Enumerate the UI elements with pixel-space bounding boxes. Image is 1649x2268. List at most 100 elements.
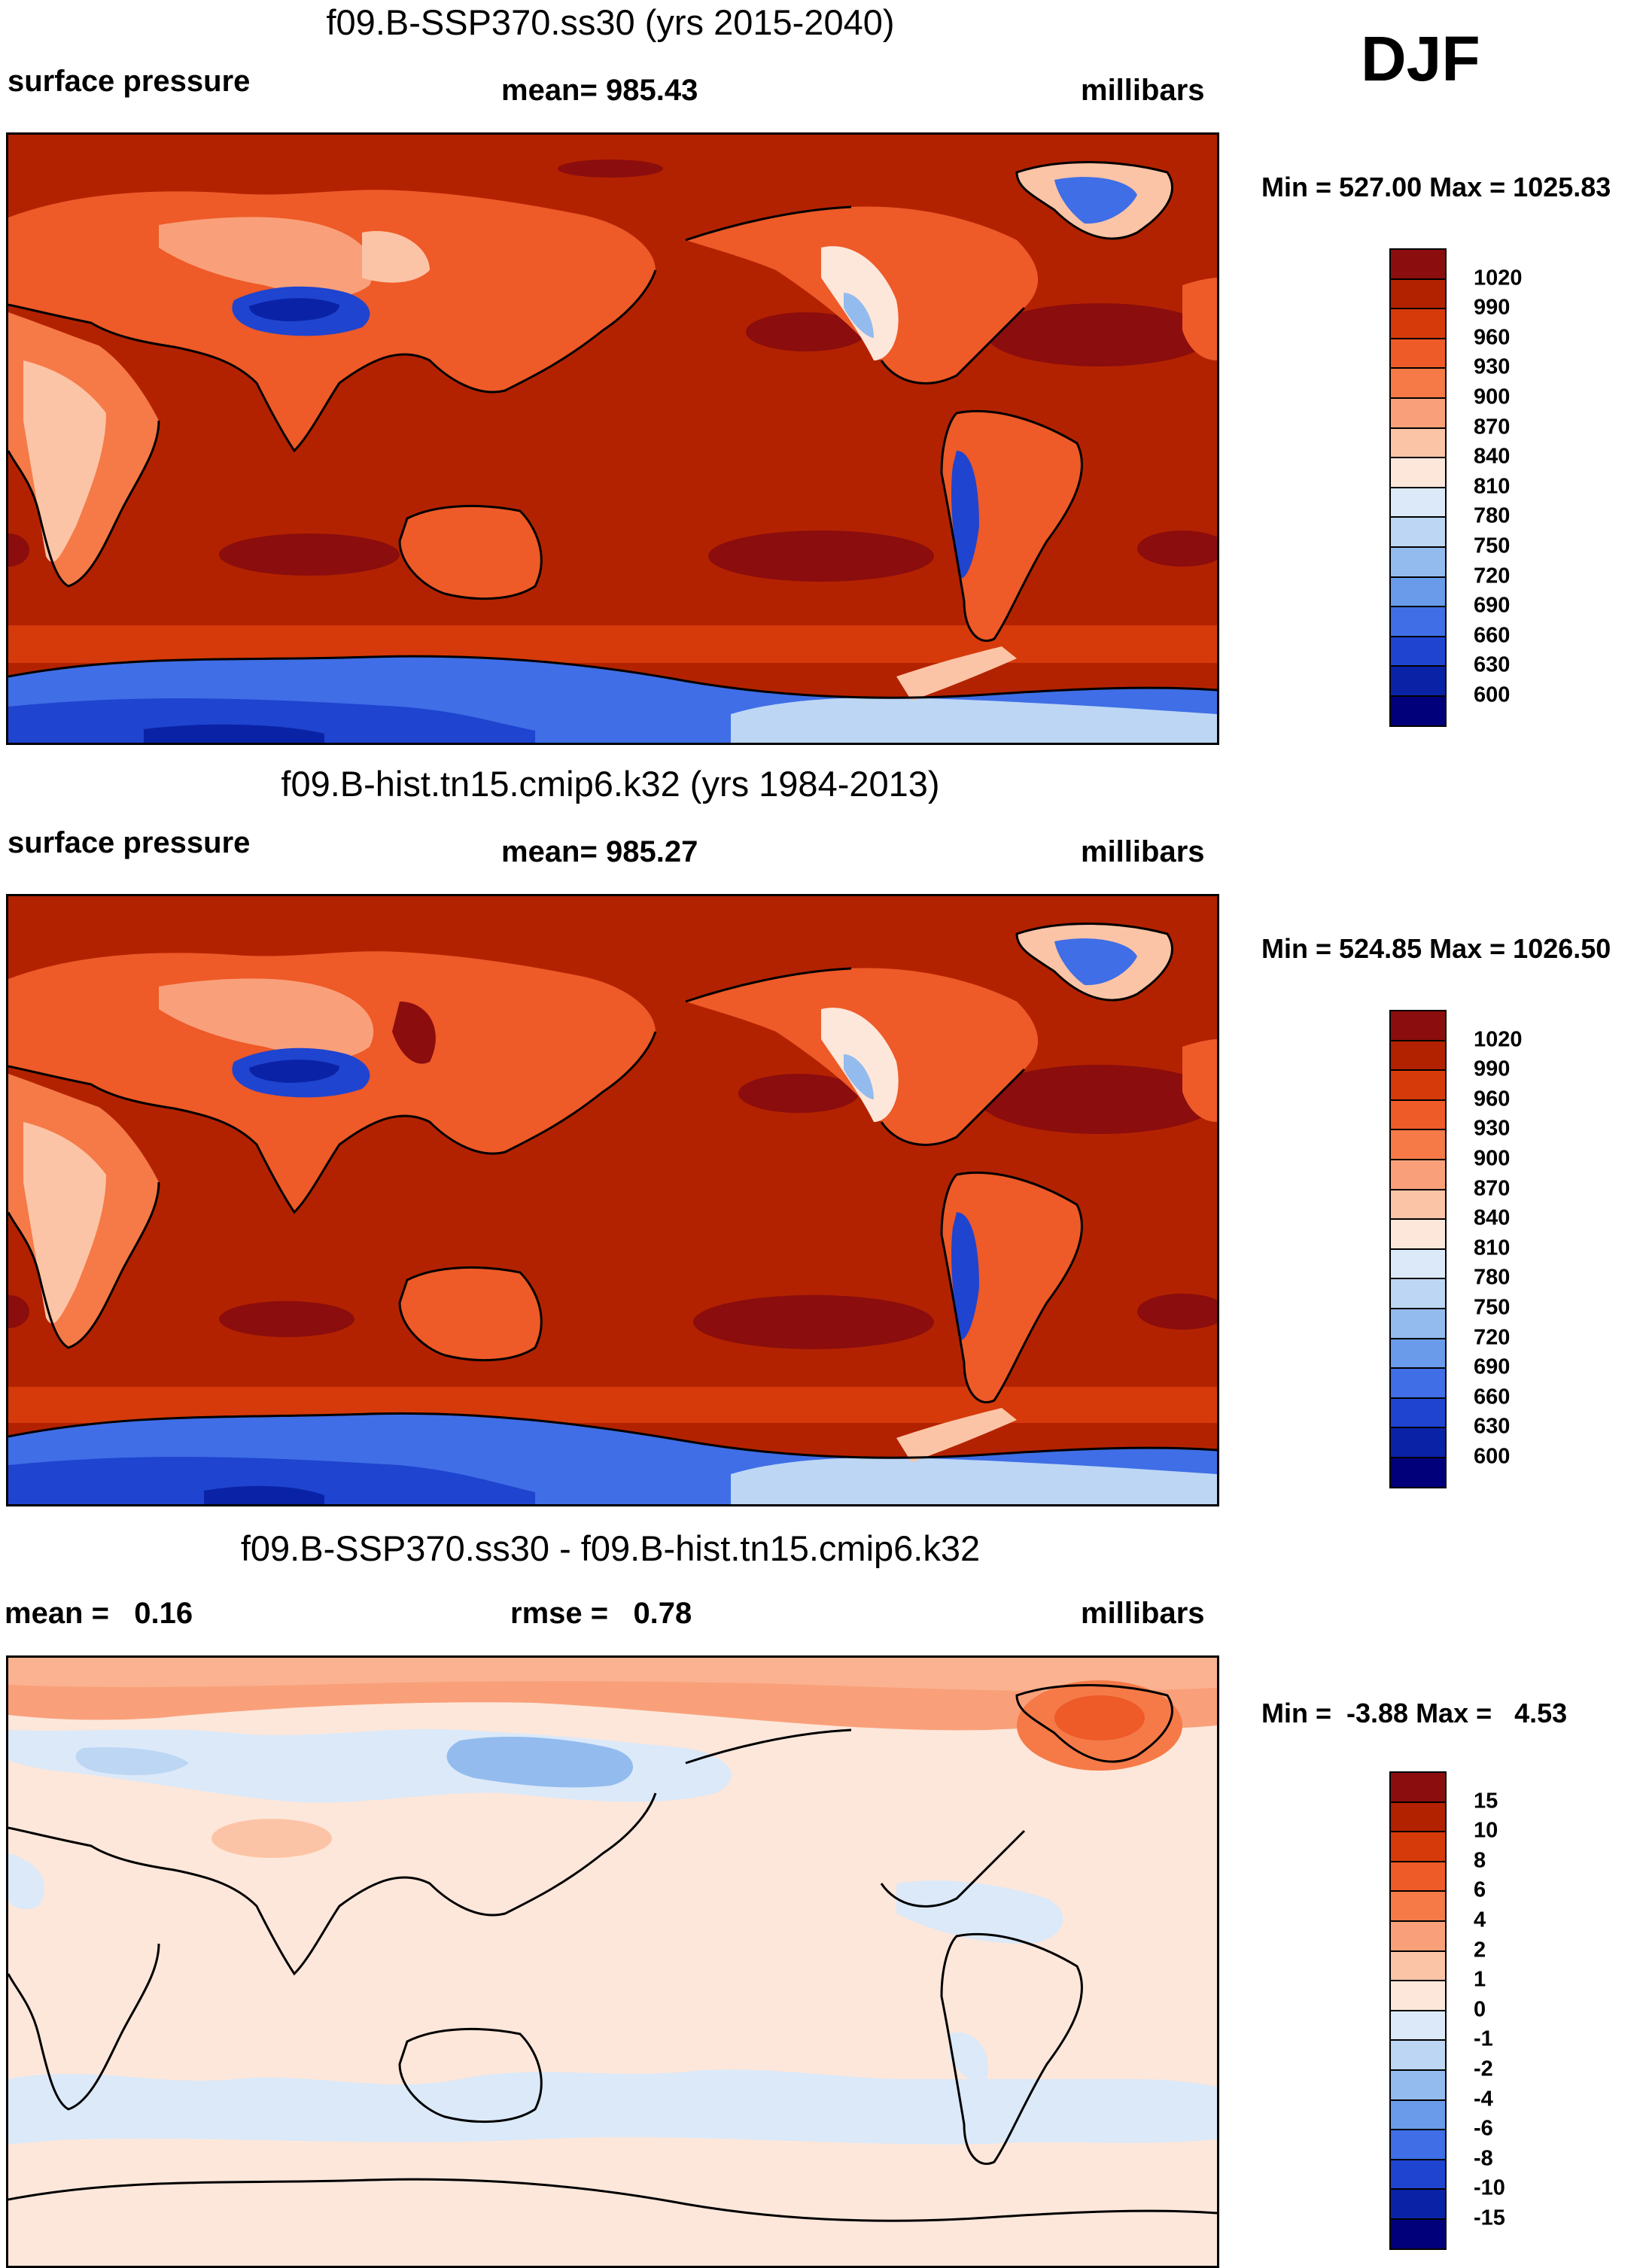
colorbar-label: 660 — [1474, 1385, 1511, 1409]
panel1-mean-label: mean= 985.43 — [501, 74, 698, 107]
colorbar-label: 840 — [1474, 1205, 1511, 1230]
colorbar-swatch — [1389, 1188, 1447, 1221]
colorbar-label: 780 — [1474, 503, 1511, 528]
panel3-rmse-label: rmse = 0.78 — [510, 1597, 692, 1630]
colorbar-swatch — [1389, 2069, 1447, 2101]
colorbar-label: 810 — [1474, 474, 1511, 499]
colorbar-label: 8 — [1474, 1848, 1486, 1873]
colorbar-swatch — [1389, 2188, 1447, 2220]
colorbar-swatch — [1389, 486, 1447, 518]
panel2-units-label: millibars — [1081, 835, 1205, 868]
colorbar-swatch — [1389, 1278, 1447, 1309]
colorbar-label: 720 — [1474, 564, 1511, 588]
panel1-australia — [400, 506, 542, 599]
colorbar-swatch — [1389, 516, 1447, 548]
panel3-title: f09.B-SSP370.ss30 - f09.B-hist.tn15.cmip… — [240, 1528, 981, 1568]
colorbar-swatch — [1389, 1831, 1447, 1862]
colorbar-swatch — [1389, 1218, 1447, 1250]
colorbar-swatch — [1389, 1308, 1447, 1339]
colorbar-swatch — [1389, 2218, 1447, 2250]
colorbar-swatch — [1389, 1129, 1447, 1160]
colorbar-label: -6 — [1474, 2116, 1493, 2141]
panel3-map — [6, 1655, 1219, 2268]
colorbar-label: 630 — [1474, 1414, 1511, 1439]
colorbar-label: 900 — [1474, 385, 1511, 409]
colorbar-label: 1020 — [1474, 266, 1523, 290]
colorbar-swatch — [1389, 2129, 1447, 2160]
colorbar-swatch — [1389, 2039, 1447, 2071]
colorbar-label: 870 — [1474, 1176, 1511, 1201]
colorbar-label: 6 — [1474, 1877, 1486, 1902]
colorbar-swatch — [1389, 2158, 1447, 2190]
colorbar-label: 1020 — [1474, 1027, 1523, 1052]
colorbar-swatch — [1389, 2009, 1447, 2042]
colorbar-label: 900 — [1474, 1146, 1511, 1171]
colorbar-swatch — [1389, 367, 1447, 399]
panel1-high-north-atlantic — [987, 303, 1212, 366]
colorbar-label: -10 — [1474, 2175, 1505, 2200]
colorbar-label: 690 — [1474, 1354, 1511, 1379]
panel3-minmax-label: Min = -3.88 Max = 4.53 — [1261, 1698, 1568, 1728]
panel1-variable-label: surface pressure — [8, 65, 251, 98]
colorbar-label: 870 — [1474, 415, 1511, 439]
colorbar-swatch — [1389, 1457, 1447, 1488]
panel2-map — [6, 894, 1219, 1506]
colorbar-label: 750 — [1474, 1295, 1511, 1320]
panel2-title: f09.B-hist.tn15.cmip6.k32 (yrs 1984-2013… — [281, 764, 940, 804]
colorbar-label: -1 — [1474, 2026, 1493, 2051]
colorbar-swatch — [1389, 1337, 1447, 1370]
colorbar-label: 600 — [1474, 683, 1511, 707]
panel1-high-south-pacific-east — [708, 531, 934, 582]
panel1-high-indian — [1137, 531, 1217, 567]
colorbar-swatch — [1389, 337, 1447, 369]
colorbar-label: 10 — [1474, 1818, 1498, 1843]
panel2-minmax-label: Min = 524.85 Max = 1026.50 — [1261, 933, 1611, 964]
colorbar-swatch — [1389, 1427, 1447, 1458]
panel2-mean-label: mean= 985.27 — [501, 835, 698, 868]
colorbar-label: 660 — [1474, 623, 1511, 648]
colorbar-label: 810 — [1474, 1236, 1511, 1260]
colorbar-swatch — [1389, 1801, 1447, 1833]
panel1-southern-band — [8, 625, 1217, 663]
colorbar-swatch — [1389, 1771, 1447, 1803]
colorbar-swatch — [1389, 1367, 1447, 1399]
colorbar-label: 720 — [1474, 1325, 1511, 1350]
colorbar-swatch — [1389, 1860, 1447, 1893]
colorbar-swatch — [1389, 1397, 1447, 1429]
colorbar-label: 4 — [1474, 1908, 1486, 1932]
colorbar-swatch — [1389, 1159, 1447, 1190]
panel2-variable-label: surface pressure — [8, 826, 251, 859]
colorbar-swatch — [1389, 665, 1447, 697]
colorbar-swatch — [1389, 397, 1447, 429]
colorbar-swatch — [1389, 2099, 1447, 2131]
colorbar-label: 930 — [1474, 354, 1511, 379]
colorbar-label: 630 — [1474, 652, 1511, 677]
season-label: DJF — [1361, 23, 1480, 94]
colorbar-label: 2 — [1474, 1938, 1486, 1962]
colorbar-label: 990 — [1474, 295, 1511, 320]
colorbar-swatch — [1389, 1099, 1447, 1131]
colorbar-swatch — [1389, 1980, 1447, 2011]
colorbar-swatch — [1389, 1248, 1447, 1280]
panel3-units-label: millibars — [1081, 1597, 1205, 1630]
colorbar-swatch — [1389, 248, 1447, 280]
colorbar-label: 780 — [1474, 1265, 1511, 1290]
colorbar-label: 930 — [1474, 1116, 1511, 1141]
colorbar-swatch — [1389, 1950, 1447, 1982]
colorbar-label: 15 — [1474, 1789, 1498, 1813]
panel3-mean-label: mean = 0.16 — [5, 1597, 193, 1630]
colorbar-swatch — [1389, 457, 1447, 488]
colorbar-label: -4 — [1474, 2087, 1493, 2111]
colorbar-swatch — [1389, 1890, 1447, 1922]
colorbar-swatch — [1389, 606, 1447, 637]
colorbar-label: 750 — [1474, 534, 1511, 558]
colorbar-swatch — [1389, 635, 1447, 667]
colorbar-label: -8 — [1474, 2146, 1493, 2171]
colorbar-swatch — [1389, 695, 1447, 727]
colorbar-label: 0 — [1474, 1997, 1486, 2022]
panel1-units-label: millibars — [1081, 74, 1205, 107]
panel1-map — [6, 132, 1219, 745]
colorbar-label: -15 — [1474, 2206, 1505, 2230]
panel1-high-south-pacific — [219, 534, 400, 576]
colorbar-label: -2 — [1474, 2057, 1493, 2081]
